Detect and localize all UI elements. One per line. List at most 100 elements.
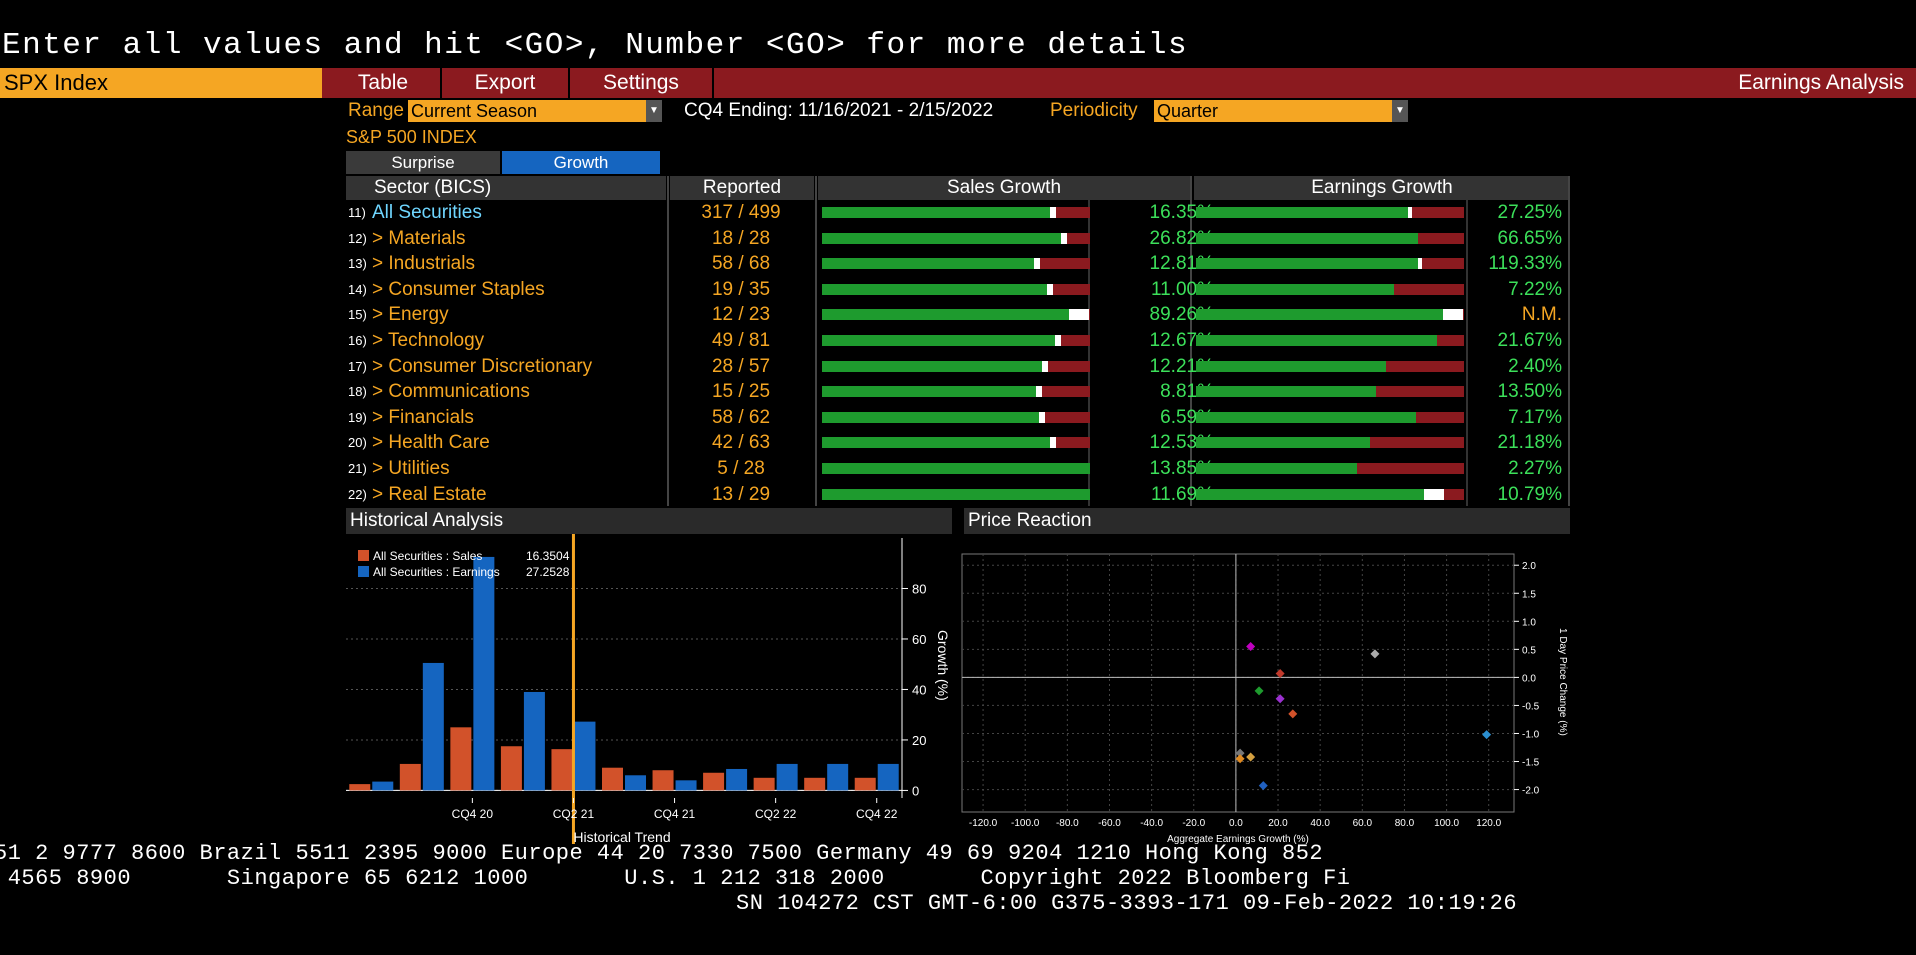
table-row[interactable]: 13) > Industrials 58 / 68 12.81% 119.33% — [346, 251, 1570, 276]
earnings-bar[interactable] — [827, 763, 849, 791]
table-row[interactable]: 12) > Materials 18 / 28 26.82% 66.65% — [346, 226, 1570, 251]
sales-bar[interactable] — [703, 772, 725, 791]
sector-name[interactable]: > Energy — [372, 304, 449, 326]
scatter-point[interactable] — [1288, 709, 1298, 719]
scatter-point[interactable] — [1482, 730, 1492, 740]
y-tick-label: 60 — [912, 632, 926, 647]
periodicity-select[interactable]: Quarter ▼ — [1154, 100, 1408, 122]
periodicity-label: Periodicity — [1050, 100, 1138, 121]
sector-name[interactable]: > Real Estate — [372, 483, 487, 505]
sector-name[interactable]: > Industrials — [372, 253, 475, 275]
sector-name[interactable]: All Securities — [372, 202, 482, 223]
scatter-point[interactable] — [1254, 686, 1264, 696]
scatter-point[interactable] — [1370, 649, 1380, 659]
sales-growth-fill — [822, 360, 1042, 372]
table-row[interactable]: 14) > Consumer Staples 19 / 35 11.00% 7.22% — [346, 277, 1570, 302]
earnings-bar[interactable] — [625, 775, 646, 791]
earnings-bar[interactable] — [726, 768, 748, 791]
column-header-sector[interactable]: Sector (BICS) — [346, 176, 666, 200]
range-select[interactable]: Current Season ▼ — [408, 100, 662, 122]
x-tick-label: CQ2 21 — [553, 807, 595, 821]
sector-name[interactable]: > Technology — [372, 330, 485, 351]
sector-name[interactable]: > Health Care — [372, 432, 490, 454]
sector-name[interactable]: > Communications — [372, 381, 530, 403]
earnings-bar[interactable] — [675, 780, 697, 791]
sector-name[interactable]: > Consumer Discretionary — [372, 355, 593, 377]
earnings-bar[interactable] — [776, 763, 798, 791]
scatter-point[interactable] — [1275, 668, 1285, 678]
x-tick-label: CQ4 21 — [654, 807, 696, 821]
earnings-bar[interactable] — [523, 691, 545, 791]
earnings-growth-value: 2.27% — [1508, 458, 1562, 479]
reported-count: 28 / 57 — [711, 355, 771, 377]
sector-name[interactable]: > Consumer Staples — [372, 278, 545, 300]
menu-table-button[interactable]: Table — [357, 71, 409, 94]
table-row[interactable]: 18) > Communications 15 / 25 8.81% 13.50% — [346, 379, 1570, 404]
table-row[interactable]: 21) > Utilities 5 / 28 13.85% 2.27% — [346, 456, 1570, 481]
earnings-growth-fill — [1196, 258, 1419, 270]
sector-name[interactable]: > Materials — [372, 227, 466, 249]
menu-settings-button[interactable]: Settings — [603, 71, 679, 94]
sales-growth-fill — [822, 488, 1090, 500]
menu-export-button[interactable]: Export — [474, 71, 536, 94]
table-row[interactable]: 17) > Consumer Discretionary 28 / 57 12.21%… — [346, 354, 1570, 379]
table-row[interactable]: 11) All Securities 317 / 499 16.35% 27.25% — [346, 200, 1570, 225]
scatter-point[interactable] — [1246, 752, 1256, 762]
tab-surprise[interactable]: Surprise — [346, 151, 500, 174]
sales-growth-fill — [822, 463, 1090, 474]
tab-growth[interactable]: Growth — [502, 151, 660, 174]
table-row[interactable]: 19) > Financials 58 / 62 6.59% 7.17% — [346, 405, 1570, 430]
y-tick-label: -1.0 — [1522, 729, 1540, 740]
earnings-growth-value: 119.33% — [1488, 253, 1562, 275]
sales-bar[interactable] — [349, 784, 371, 791]
earnings-bar[interactable] — [473, 556, 495, 791]
sales-bar[interactable] — [652, 770, 674, 791]
row-number: 19) — [348, 409, 367, 425]
sales-growth-bar — [822, 232, 1090, 244]
sales-bar[interactable] — [500, 746, 522, 791]
scatter-point[interactable] — [1258, 781, 1268, 791]
dropdown-arrow-icon[interactable]: ▼ — [1392, 100, 1408, 122]
sales-bar[interactable] — [602, 767, 623, 791]
column-header-sales-growth[interactable]: Sales Growth — [818, 176, 1190, 200]
security-ticker-field[interactable]: SPX Index — [0, 68, 322, 98]
top-menu-bar: SPX Index Table Export Settings Earnings… — [0, 68, 1916, 98]
table-row[interactable]: 15) > Energy 12 / 23 89.26% N.M. — [346, 302, 1570, 327]
column-header-reported[interactable]: Reported — [670, 176, 814, 200]
x-tick-label: CQ4 22 — [856, 807, 898, 821]
sales-bar[interactable] — [753, 777, 775, 791]
sales-growth-bar — [822, 360, 1090, 372]
sales-bar[interactable] — [551, 749, 573, 791]
table-row[interactable]: 20) > Health Care 42 / 63 12.53% 21.18% — [346, 430, 1570, 455]
sales-bar[interactable] — [399, 763, 421, 791]
column-header-earnings-growth[interactable]: Earnings Growth — [1194, 176, 1570, 200]
x-tick-label: CQ2 22 — [755, 807, 797, 821]
table-row[interactable]: 16) > Technology 49 / 81 12.67% 21.67% — [346, 328, 1570, 353]
sector-name[interactable]: > Financials — [372, 406, 474, 428]
sales-growth-bar — [822, 463, 1090, 474]
sales-bar[interactable] — [804, 777, 826, 791]
scatter-point[interactable] — [1235, 754, 1245, 764]
y-axis-label: Growth (%) — [935, 630, 951, 701]
menu-separator — [440, 68, 442, 98]
earnings-bar[interactable] — [877, 763, 899, 791]
x-axis-label: Aggregate Earnings Growth (%) — [1167, 834, 1309, 845]
sales-growth-marker — [1033, 258, 1040, 270]
earnings-bar[interactable] — [372, 781, 394, 791]
sales-growth-marker — [1036, 386, 1043, 398]
scatter-point[interactable] — [1246, 642, 1256, 652]
sales-bar[interactable] — [450, 727, 472, 791]
table-row[interactable]: 22) > Real Estate 13 / 29 11.69% 10.79% — [346, 482, 1570, 507]
sales-growth-fill — [822, 411, 1040, 423]
legend-swatch-sales — [358, 550, 369, 561]
earnings-growth-bar — [1196, 386, 1464, 398]
scatter-point[interactable] — [1235, 748, 1245, 758]
scatter-point[interactable] — [1275, 694, 1285, 704]
sector-name[interactable]: > Utilities — [372, 458, 450, 479]
sales-growth-bar — [822, 283, 1090, 295]
sales-bar[interactable] — [854, 777, 876, 791]
earnings-bar[interactable] — [574, 721, 596, 791]
earnings-bar[interactable] — [422, 662, 444, 791]
dropdown-arrow-icon[interactable]: ▼ — [646, 100, 662, 122]
earnings-growth-fill — [1196, 360, 1387, 372]
